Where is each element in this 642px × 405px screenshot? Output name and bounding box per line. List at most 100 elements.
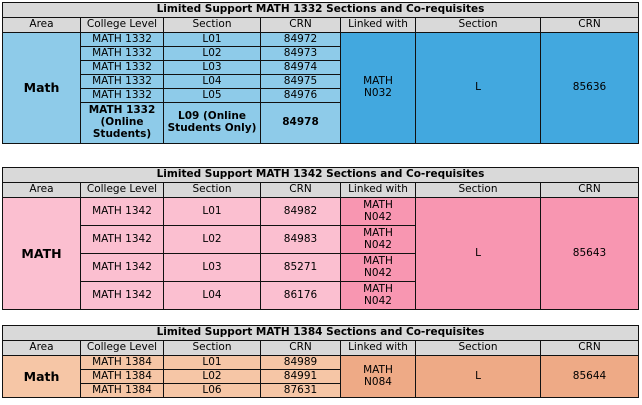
college-level-cell: MATH 1332 (Online Students) [80,102,164,144]
section-cell: L04 [163,74,261,89]
linked-section-cell: L [415,355,541,398]
title-prefix: Limited Support [156,168,256,181]
header-college-level: College Level [80,17,164,33]
header-row: Area College Level Section CRN Linked wi… [2,182,640,198]
header-linked-section: Section [415,17,541,33]
linked-with-cell: MATH N032 [340,32,416,144]
section-cell: L03 [163,253,261,282]
linked-with-line2: N042 [364,238,392,251]
linked-with-line2: N042 [364,294,392,307]
table-row: Math MATH 1332 L01 84972 MATH N032 L 8563… [2,32,640,144]
linked-with-line1: MATH [363,282,393,295]
table-row: MATH 1332 L04 84975 [3,74,639,89]
section-cell: L06 [163,383,261,398]
header-row: Area College Level Section CRN Linked wi… [2,17,640,33]
table-title-row: Limited Support MATH 1332 Sections and C… [1,2,640,18]
crn-cell: 84972 [260,32,341,47]
crn-cell: 84982 [260,197,341,226]
online-level-line2: (Online Students) [92,116,152,140]
title-suffix: Sections and Co-requisites [322,168,485,181]
online-section-line1: L09 (Online [178,110,246,123]
college-level-cell: MATH 1384 [80,355,164,370]
linked-with-cell: MATH N042 [340,253,416,282]
table-title: Limited Support MATH 1342 Sections and C… [1,167,640,183]
linked-with-cell: MATH N084 [340,355,416,398]
online-row: MATH 1332 (Online Students) L09 (Online St… [3,102,639,144]
linked-crn-cell: 85644 [539,355,640,398]
math-1342-table: Limited Support MATH 1342 Sections and C… [1,167,640,310]
section-cell: L04 [163,281,261,310]
area-cell: Math [2,355,81,398]
table-row: MATH 1342 L04 86176 MATH N042 [3,281,639,310]
math-1332-table: Limited Support MATH 1332 Sections and C… [1,2,640,144]
title-suffix: Sections and Co-requisites [322,3,485,16]
title-prefix: Limited Support [156,3,256,16]
crn-cell: 84983 [260,225,341,254]
header-linked-crn: CRN [539,340,640,356]
crn-cell: 84989 [260,355,341,370]
linked-with-line1: MATH [363,75,393,88]
title-course: MATH 1342 [255,168,323,181]
header-area: Area [2,182,81,198]
math-1384-table: Limited Support MATH 1384 Sections and C… [1,325,640,398]
table-row: Math MATH 1384 L01 84989 MATH N084 L 8564… [2,355,640,398]
college-level-cell: MATH 1332 [80,46,164,61]
header-area: Area [2,340,81,356]
section-cell: L02 [163,46,261,61]
section-cell: L03 [163,60,261,75]
college-level-cell: MATH 1332 [80,32,164,47]
linked-crn-cell: 85636 [539,32,640,144]
linked-crn-cell: 85643 [539,197,640,310]
linked-with-line2: N084 [364,375,392,388]
crn-cell: 84975 [260,74,341,89]
college-level-cell: MATH 1332 [80,88,164,103]
header-area: Area [2,17,81,33]
table-title-row: Limited Support MATH 1342 Sections and C… [1,167,640,183]
section-cell: L01 [163,32,261,47]
linked-section-cell: L [415,197,541,310]
header-linked-with: Linked with [340,340,416,356]
linked-with-line2: N042 [364,266,392,279]
table-title: Limited Support MATH 1332 Sections and C… [1,2,640,18]
title-suffix: Sections and Co-requisites [322,326,485,339]
college-level-cell: MATH 1332 [80,74,164,89]
linked-section-cell: L [415,32,541,144]
header-section: Section [163,17,261,33]
header-linked-with: Linked with [340,17,416,33]
header-crn: CRN [260,182,341,198]
crn-cell: 84991 [260,369,341,384]
college-level-cell: MATH 1384 [80,369,164,384]
section-cell: L01 [163,197,261,226]
header-linked-section: Section [415,182,541,198]
linked-with-line1: MATH [363,226,393,239]
college-level-cell: MATH 1342 [80,197,164,226]
header-row: Area College Level Section CRN Linked wi… [2,340,640,356]
online-level-line1: MATH 1332 [88,104,156,117]
linked-with-line2: N042 [364,210,392,223]
linked-with-cell: MATH N042 [340,281,416,310]
section-cell: L02 [163,369,261,384]
linked-with-cell: MATH N042 [340,197,416,226]
section-cell: L01 [163,355,261,370]
area-cell: MATH [2,197,81,310]
crn-cell: 84976 [260,88,341,103]
online-section-line2: Students Only) [167,122,257,134]
crn-cell: 84974 [260,60,341,75]
header-linked-crn: CRN [539,182,640,198]
college-level-cell: MATH 1342 [80,281,164,310]
table-row: MATH 1384 L02 84991 [3,369,639,384]
header-linked-crn: CRN [539,17,640,33]
section-cell: L09 (Online Students Only) [163,102,261,144]
college-level-cell: MATH 1384 [80,383,164,398]
crn-cell: 84973 [260,46,341,61]
linked-with-line1: MATH [363,363,393,376]
crn-cell: 84978 [260,102,341,144]
section-cell: L02 [163,225,261,254]
title-prefix: Limited Support [156,326,256,339]
header-linked-section: Section [415,340,541,356]
table-row: MATH MATH 1342 L01 84982 MATH N042 L 8564… [2,197,640,310]
table-row: MATH 1332 L05 84976 [3,88,639,103]
header-crn: CRN [260,340,341,356]
linked-with-cell: MATH N042 [340,225,416,254]
title-course: MATH 1384 [255,326,323,339]
